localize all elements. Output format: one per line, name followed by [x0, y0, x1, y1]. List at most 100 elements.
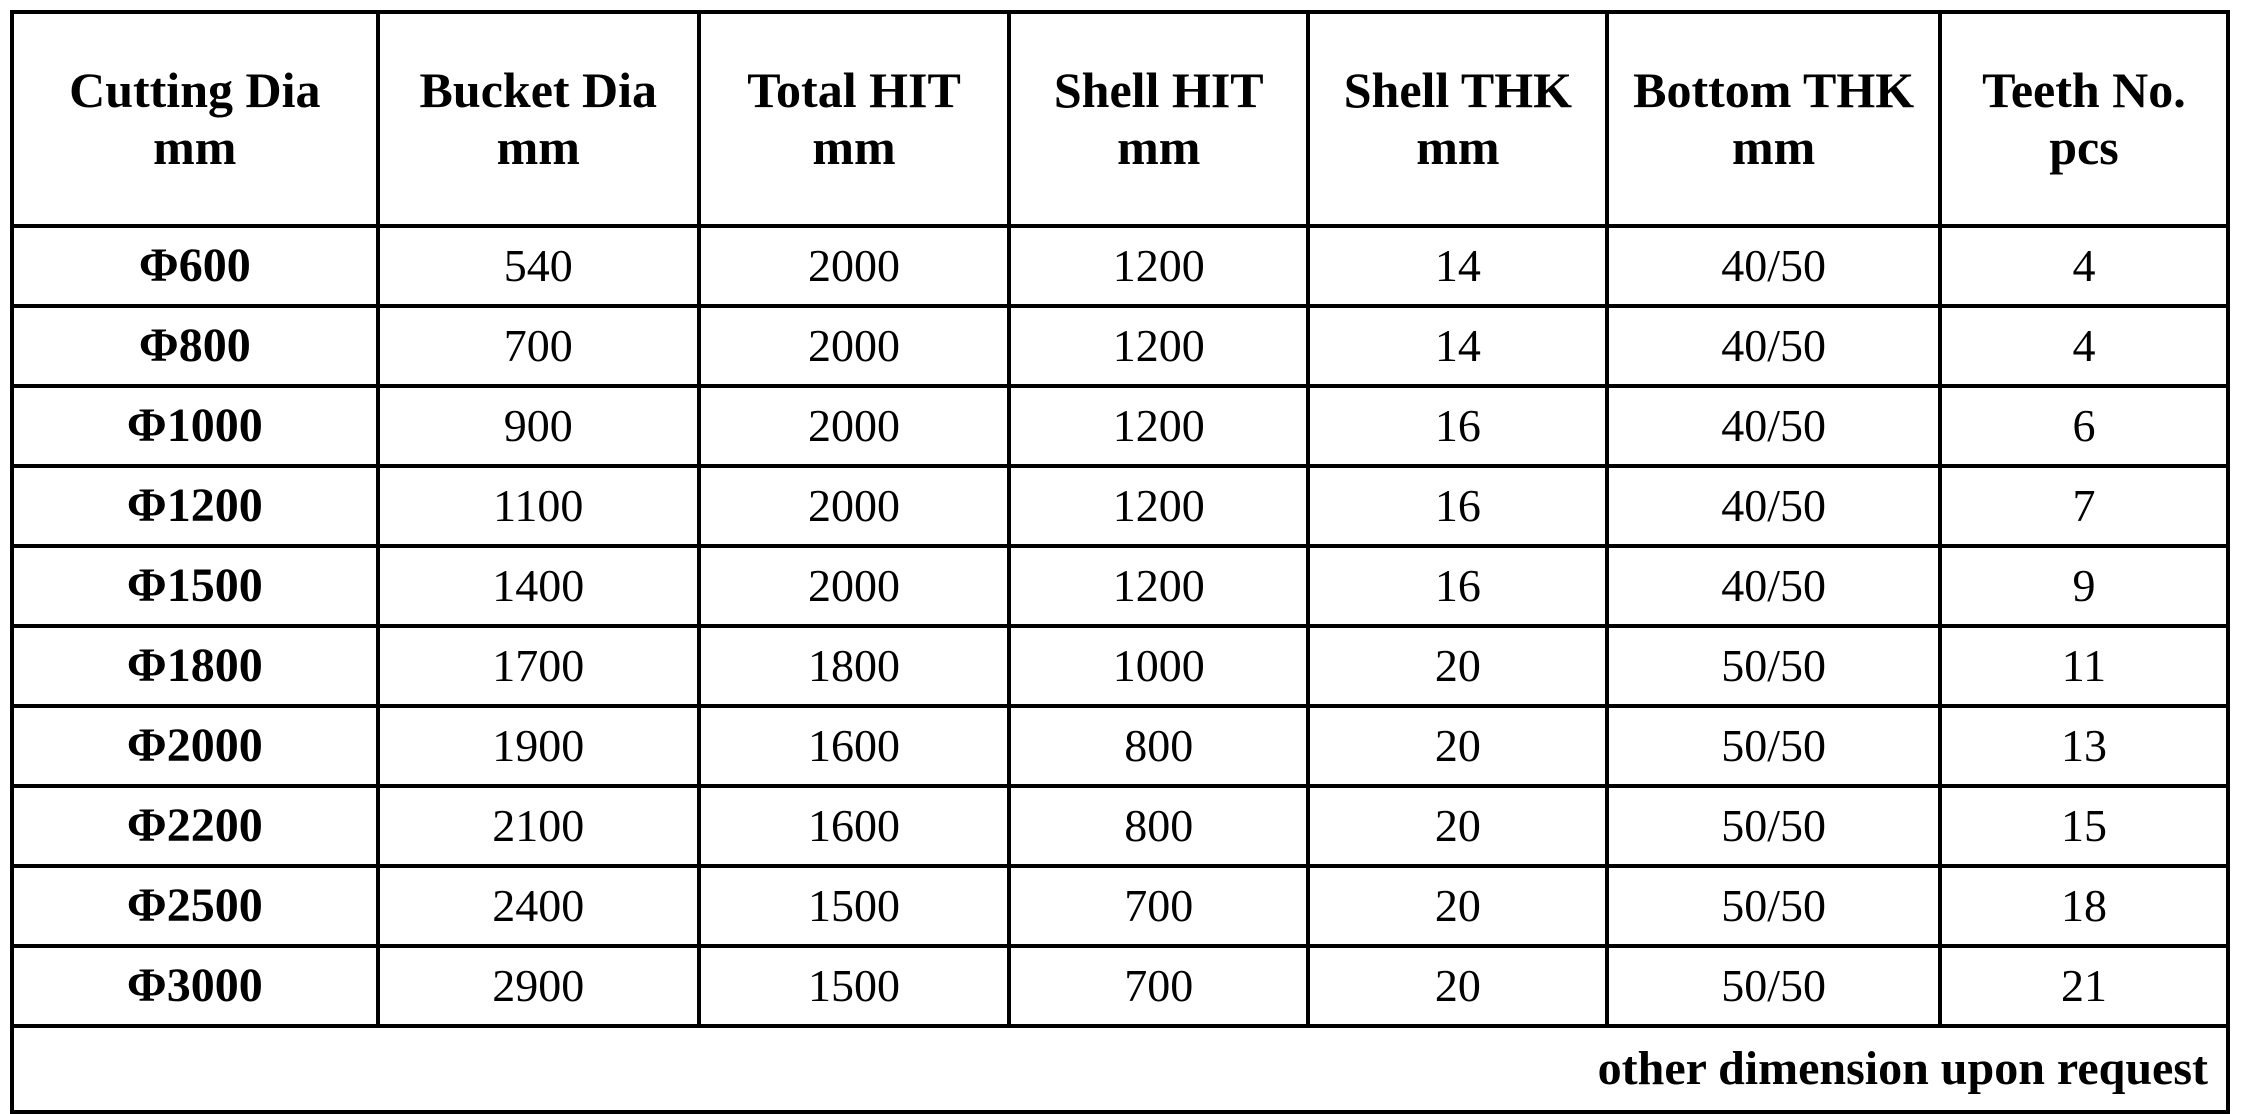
table-row: Φ1200 1100 2000 1200 16 40/50 7: [12, 466, 2228, 546]
header-name: Shell THK: [1310, 62, 1605, 120]
footer-note: other dimension upon request: [12, 1026, 2228, 1112]
table-cell: 700: [1009, 866, 1308, 946]
table-cell: 50/50: [1607, 706, 1939, 786]
footer-row: other dimension upon request: [12, 1026, 2228, 1112]
table-cell: 2000: [699, 466, 1009, 546]
table-row: Φ1000 900 2000 1200 16 40/50 6: [12, 386, 2228, 466]
table-cell: 1200: [1009, 306, 1308, 386]
header-unit: mm: [701, 119, 1007, 177]
table-cell: 15: [1940, 786, 2228, 866]
table-body: Φ600 540 2000 1200 14 40/50 4 Φ800 700 2…: [12, 226, 2228, 1026]
table-cell: 50/50: [1607, 866, 1939, 946]
table-cell: 14: [1308, 306, 1607, 386]
table-cell: 1600: [699, 786, 1009, 866]
table-row: Φ3000 2900 1500 700 20 50/50 21: [12, 946, 2228, 1026]
table-cell: 40/50: [1607, 466, 1939, 546]
table-cell: 2000: [699, 546, 1009, 626]
dimensions-table: Cutting Diamm Bucket Diamm Total HITmm S…: [10, 10, 2230, 1114]
table-cell: 50/50: [1607, 786, 1939, 866]
header-unit: mm: [1011, 119, 1306, 177]
column-header: Total HITmm: [699, 12, 1009, 226]
table-cell: 20: [1308, 786, 1607, 866]
table-row: Φ2200 2100 1600 800 20 50/50 15: [12, 786, 2228, 866]
header-name: Teeth No.: [1942, 62, 2226, 120]
table-cell: 800: [1009, 706, 1308, 786]
table-row: Φ800 700 2000 1200 14 40/50 4: [12, 306, 2228, 386]
cutting-dia-cell: Φ1200: [12, 466, 378, 546]
table-cell: 800: [1009, 786, 1308, 866]
table-cell: 700: [1009, 946, 1308, 1026]
table-foot: other dimension upon request: [12, 1026, 2228, 1112]
table-cell: 40/50: [1607, 546, 1939, 626]
header-unit: mm: [380, 119, 697, 177]
table-cell: 2400: [378, 866, 699, 946]
table-cell: 1400: [378, 546, 699, 626]
table-cell: 13: [1940, 706, 2228, 786]
table-cell: 1200: [1009, 546, 1308, 626]
table-cell: 540: [378, 226, 699, 306]
header-row: Cutting Diamm Bucket Diamm Total HITmm S…: [12, 12, 2228, 226]
table-cell: 40/50: [1607, 226, 1939, 306]
table-cell: 1700: [378, 626, 699, 706]
table-cell: 7: [1940, 466, 2228, 546]
header-unit: pcs: [1942, 119, 2226, 177]
table-cell: 4: [1940, 306, 2228, 386]
table-cell: 2100: [378, 786, 699, 866]
table-cell: 20: [1308, 866, 1607, 946]
cutting-dia-cell: Φ2500: [12, 866, 378, 946]
column-header: Teeth No.pcs: [1940, 12, 2228, 226]
header-name: Shell HIT: [1011, 62, 1306, 120]
table-cell: 900: [378, 386, 699, 466]
table-cell: 1800: [699, 626, 1009, 706]
cutting-dia-cell: Φ600: [12, 226, 378, 306]
table-row: Φ2500 2400 1500 700 20 50/50 18: [12, 866, 2228, 946]
table-cell: 6: [1940, 386, 2228, 466]
column-header: Bucket Diamm: [378, 12, 699, 226]
header-unit: mm: [14, 119, 376, 177]
table-cell: 2900: [378, 946, 699, 1026]
table-cell: 20: [1308, 626, 1607, 706]
table-cell: 21: [1940, 946, 2228, 1026]
table-cell: 40/50: [1607, 386, 1939, 466]
table-cell: 1500: [699, 946, 1009, 1026]
table-cell: 50/50: [1607, 626, 1939, 706]
header-name: Cutting Dia: [14, 62, 376, 120]
table-cell: 18: [1940, 866, 2228, 946]
table-cell: 1900: [378, 706, 699, 786]
table-cell: 40/50: [1607, 306, 1939, 386]
table-cell: 14: [1308, 226, 1607, 306]
table-cell: 50/50: [1607, 946, 1939, 1026]
table-cell: 20: [1308, 706, 1607, 786]
cutting-dia-cell: Φ1500: [12, 546, 378, 626]
cutting-dia-cell: Φ2000: [12, 706, 378, 786]
header-name: Bucket Dia: [380, 62, 697, 120]
table-cell: 1200: [1009, 386, 1308, 466]
table-cell: 1200: [1009, 466, 1308, 546]
table-row: Φ600 540 2000 1200 14 40/50 4: [12, 226, 2228, 306]
table-cell: 2000: [699, 306, 1009, 386]
table-cell: 1000: [1009, 626, 1308, 706]
table-row: Φ2000 1900 1600 800 20 50/50 13: [12, 706, 2228, 786]
table-cell: 16: [1308, 466, 1607, 546]
header-unit: mm: [1609, 119, 1937, 177]
table-cell: 16: [1308, 546, 1607, 626]
table-cell: 20: [1308, 946, 1607, 1026]
table-cell: 2000: [699, 226, 1009, 306]
header-unit: mm: [1310, 119, 1605, 177]
cutting-dia-cell: Φ2200: [12, 786, 378, 866]
cutting-dia-cell: Φ3000: [12, 946, 378, 1026]
table-cell: 1600: [699, 706, 1009, 786]
table-row: Φ1500 1400 2000 1200 16 40/50 9: [12, 546, 2228, 626]
table-cell: 9: [1940, 546, 2228, 626]
table-cell: 11: [1940, 626, 2228, 706]
column-header: Shell HITmm: [1009, 12, 1308, 226]
cutting-dia-cell: Φ800: [12, 306, 378, 386]
header-name: Total HIT: [701, 62, 1007, 120]
table-cell: 1500: [699, 866, 1009, 946]
column-header: Cutting Diamm: [12, 12, 378, 226]
table-cell: 700: [378, 306, 699, 386]
table-cell: 1200: [1009, 226, 1308, 306]
table-head: Cutting Diamm Bucket Diamm Total HITmm S…: [12, 12, 2228, 226]
cutting-dia-cell: Φ1800: [12, 626, 378, 706]
table-row: Φ1800 1700 1800 1000 20 50/50 11: [12, 626, 2228, 706]
